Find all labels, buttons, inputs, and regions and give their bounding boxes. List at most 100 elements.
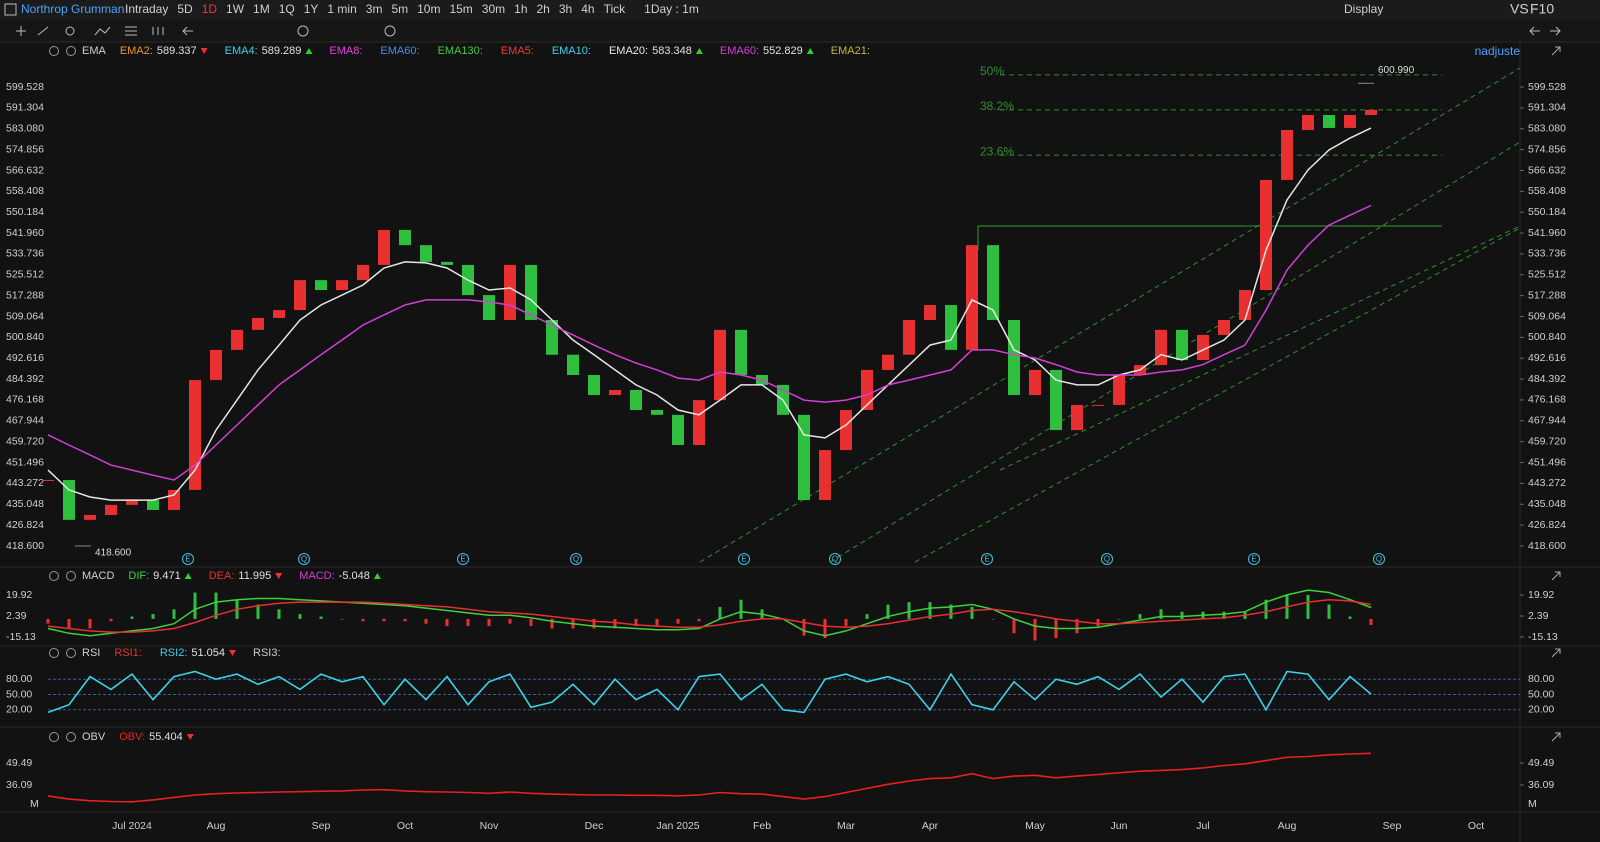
legend-name[interactable]: EMA130: [438,45,483,57]
period-button[interactable]: 4h [581,2,594,16]
period-button[interactable]: 1D [202,2,218,16]
legend-name[interactable]: EMA4: [225,45,258,57]
panel-separators [0,41,1600,842]
line-tool[interactable] [37,26,49,36]
legend-name[interactable]: EMA5: [501,45,534,57]
legend-name[interactable]: MACD: [299,570,334,582]
period-button[interactable]: 1M [253,2,270,16]
legend-name[interactable]: DEA: [209,570,235,582]
candle [609,389,621,396]
event-marker[interactable] [738,553,750,565]
macd-bar [1264,599,1268,619]
legend-name[interactable]: RSI1: [114,647,142,659]
event-marker[interactable] [1248,553,1260,565]
expand-icon[interactable] [1551,46,1561,56]
period-button[interactable]: 2h [537,2,550,16]
event-marker[interactable] [981,553,993,565]
settings-icon[interactable] [49,46,59,56]
f10-button[interactable]: F10 [1530,1,1554,17]
period-button[interactable]: 1Q [279,2,295,16]
legend-name[interactable]: RSI3: [253,647,281,659]
event-label[interactable]: E [984,555,989,564]
event-label[interactable]: Q [573,555,579,564]
period-button[interactable]: 30m [482,2,505,16]
event-label[interactable]: E [460,555,465,564]
symbol[interactable]: Northrop Grumman [21,2,124,16]
y-tick-label: 500.840 [1528,331,1566,343]
event-label[interactable]: E [741,555,746,564]
event-marker[interactable] [570,553,582,565]
period-button[interactable]: 1 min [327,2,356,16]
legend-name[interactable]: EMA21: [831,45,870,57]
settings-icon[interactable] [49,571,59,581]
legend-name[interactable]: OBV: [119,731,145,743]
macd-bar [529,618,533,627]
period-button[interactable]: Intraday [125,2,168,16]
expand-icon[interactable] [1551,732,1561,742]
period-button[interactable]: 1h [514,2,527,16]
event-label[interactable]: Q [832,555,838,564]
event-marker[interactable] [298,553,310,565]
compare-button[interactable]: VS [1510,1,1529,17]
y-tick-label: 49.49 [1528,757,1554,769]
legend-name[interactable]: EMA2: [120,45,153,57]
candle [1092,404,1104,406]
interval-select[interactable]: 1Day : 1m [644,2,699,16]
undo[interactable] [1529,26,1540,36]
close-icon[interactable] [66,732,76,742]
event-label[interactable]: Q [1376,555,1382,564]
legend-name[interactable]: RSI2: [160,647,188,659]
period-button[interactable]: 1Y [304,2,319,16]
macd-bar [193,592,197,619]
candle [1281,129,1293,180]
expand-icon[interactable] [1551,571,1561,581]
magnet-tool[interactable] [297,25,309,37]
event-label[interactable]: E [1251,555,1256,564]
legend-name[interactable]: EMA60: [720,45,759,57]
y-tick-label: 435.048 [6,498,44,510]
period-button[interactable]: 3m [366,2,383,16]
period-button[interactable]: 3h [559,2,572,16]
macd-bar [403,618,407,622]
period-button[interactable]: 15m [449,2,472,16]
legend-name[interactable]: EMA8: [329,45,362,57]
legend-name[interactable]: EMA60: [380,45,419,57]
macd-bar [802,618,806,636]
candle [168,489,180,510]
crosshair-tool[interactable] [16,26,26,36]
event-marker[interactable] [457,553,469,565]
settings-icon[interactable] [49,732,59,742]
period-button[interactable]: 5D [177,2,193,16]
event-marker[interactable] [1101,553,1113,565]
period-button[interactable]: 1W [226,2,245,16]
event-label[interactable]: Q [1104,555,1110,564]
shape-tool[interactable] [65,26,75,36]
event-marker[interactable] [829,553,841,565]
menu-icon[interactable] [4,3,17,16]
macd-bar [970,606,974,619]
settings-icon[interactable] [49,648,59,658]
display-menu[interactable]: Display [1344,2,1383,16]
redo[interactable] [1550,26,1561,36]
legend-name[interactable]: DIF: [128,570,149,582]
close-icon[interactable] [66,648,76,658]
measure-tool[interactable] [152,27,164,35]
adjust-toggle[interactable]: nadjuste [1475,44,1521,58]
legend-name[interactable]: EMA20: [609,45,648,57]
period-button[interactable]: Tick [604,2,627,16]
period-button[interactable]: 5m [391,2,408,16]
expand-icon[interactable] [1551,648,1561,658]
event-label[interactable]: Q [301,555,307,564]
period-button[interactable]: 10m [417,2,440,16]
legend-name[interactable]: EMA10: [552,45,591,57]
settings-tool[interactable] [384,25,396,37]
undo-draw[interactable] [182,26,193,36]
fib-tool[interactable] [125,26,137,36]
event-label[interactable]: E [185,555,190,564]
event-marker[interactable] [182,553,194,565]
path-tool[interactable] [94,26,111,36]
event-marker[interactable] [1373,553,1385,565]
close-icon[interactable] [66,46,76,56]
close-icon[interactable] [66,571,76,581]
